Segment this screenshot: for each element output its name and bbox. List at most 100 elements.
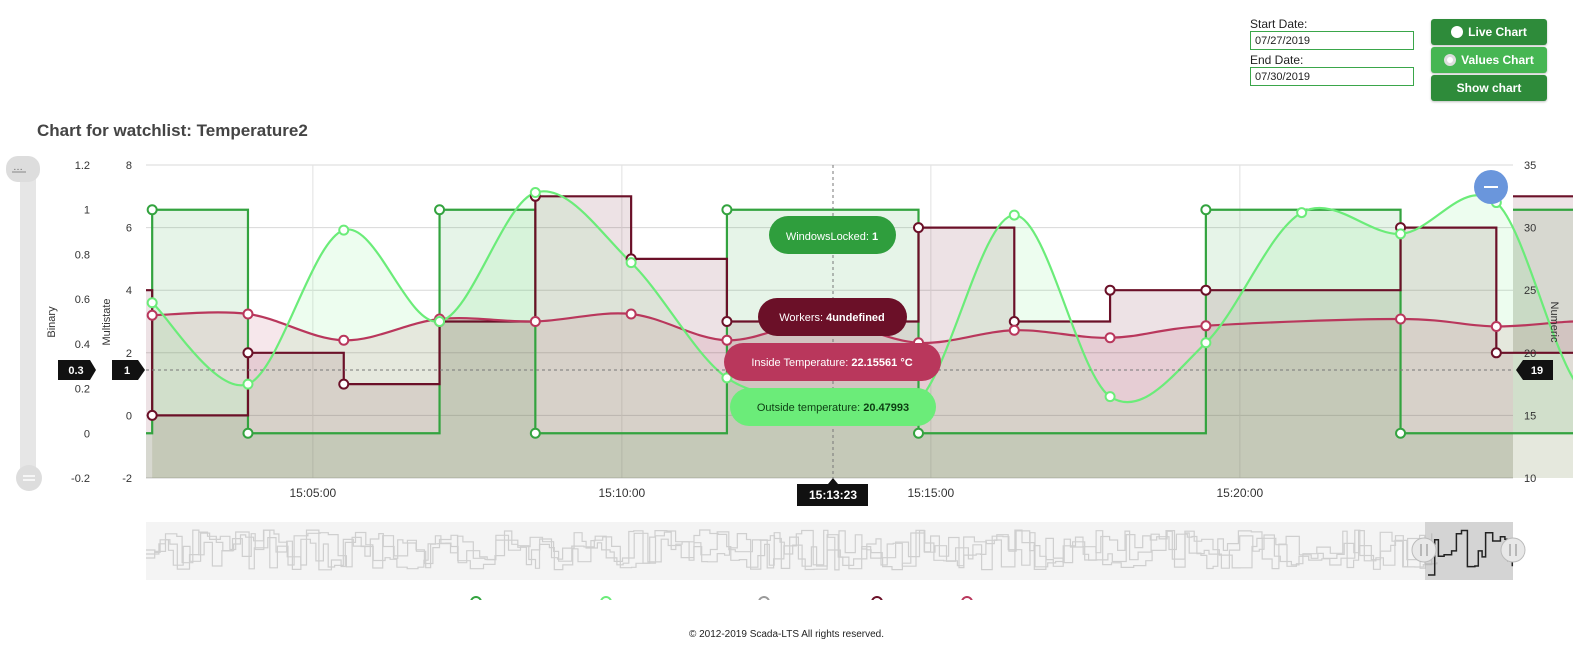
navigator-selection[interactable] [1425,522,1513,580]
legend-item[interactable]: Outside temperature [596,596,732,600]
legend-marker-icon [600,596,612,600]
legend-item[interactable]: Inside Temperature [957,596,1086,600]
live-chart-button[interactable]: Live Chart [1431,19,1547,45]
binary-axis-title: Binary [46,306,58,338]
zoom-slider-track[interactable] [20,160,36,480]
navigator-handle-right[interactable] [1500,537,1526,563]
cursor-multistate-badge: 1 [112,360,145,380]
data-point[interactable] [1490,347,1502,359]
svg-text:Outside temperature: 20.47993: Outside temperature: 20.47993 [757,402,909,414]
data-point[interactable] [1296,207,1308,219]
data-point[interactable] [721,316,733,327]
data-point[interactable] [146,204,158,216]
numeric-tick-label: 10 [1524,473,1536,485]
data-point[interactable] [529,427,541,439]
data-point[interactable] [913,222,924,234]
data-point[interactable] [1008,316,1020,327]
series-line [152,311,1573,344]
multistate-tick-label: 6 [126,223,132,235]
series-area [146,196,1573,478]
data-point[interactable] [1104,391,1116,403]
data-point[interactable] [1200,204,1212,216]
data-point[interactable] [146,309,158,321]
footer: © 2012-2019 Scada-LTS All rights reserve… [688,629,885,640]
navigator-series [146,529,1433,571]
svg-text:0.3: 0.3 [68,365,83,377]
data-point[interactable] [242,427,254,439]
data-point[interactable] [721,372,733,384]
data-point[interactable] [529,316,541,327]
data-point[interactable] [434,204,446,216]
multistate-tick-label: 0 [126,410,132,422]
show-chart-label: Show chart [1456,81,1522,95]
handle-grip-icon: … [13,162,23,173]
data-point[interactable] [913,427,924,439]
end-date-label: End Date: [1250,53,1304,67]
legend-marker-icon [961,596,973,600]
svg-text:1: 1 [124,365,130,377]
legend-item[interactable]: Workers [867,596,937,600]
navigator-selected-series [1428,529,1514,576]
x-tick-label: 15:20:00 [1217,486,1264,500]
data-point[interactable] [242,378,254,390]
show-chart-button[interactable]: Show chart [1431,75,1547,101]
values-chart-button[interactable]: Values Chart [1431,47,1547,73]
chart: … 86420-21.210.80.60.40.20-0.23530252015… [6,156,1573,600]
data-point[interactable] [1104,332,1116,344]
radio-selected-icon [1444,54,1457,66]
series-area [152,191,1573,478]
date-range: Start Date: End Date: [1250,17,1415,89]
binary-tick-label: 0.8 [75,249,90,261]
data-point[interactable] [242,308,254,320]
values-chart-label: Values Chart [1461,53,1534,67]
numeric-tick-label: 20 [1524,348,1536,360]
data-point[interactable] [529,187,541,199]
binary-tick-label: 0.6 [75,294,90,306]
data-point[interactable] [242,347,254,359]
zoom-handle-bottom[interactable] [16,465,42,491]
data-point[interactable] [1395,427,1407,439]
navigator-handle-left[interactable] [1411,537,1437,563]
x-tick-label: 15:10:00 [599,486,646,500]
data-point[interactable] [338,224,350,236]
binary-tick-label: -0.2 [71,473,90,485]
data-point[interactable] [625,257,637,269]
navigator-series [146,529,1426,571]
data-point[interactable] [146,297,158,309]
multistate-tick-label: 2 [126,348,132,360]
data-point[interactable] [1395,313,1407,325]
numeric-tick-label: 15 [1524,410,1536,422]
live-chart-label: Live Chart [1468,25,1527,39]
zoom-handle-top[interactable] [6,156,40,182]
legend-item[interactable]: DoorsLocked [754,596,851,600]
data-point[interactable] [1395,228,1407,240]
data-point[interactable] [1200,320,1212,332]
data-point[interactable] [721,334,733,346]
end-date-input[interactable] [1250,67,1414,86]
multistate-tick-label: -2 [122,473,132,485]
data-point[interactable] [1490,321,1502,333]
data-point[interactable] [434,316,446,327]
data-point[interactable] [338,378,350,390]
data-point[interactable] [721,204,733,216]
data-point[interactable] [1200,337,1212,349]
data-point[interactable] [1008,324,1020,336]
data-point[interactable] [1200,284,1212,296]
start-date-input[interactable] [1250,31,1414,50]
x-tick-label: 15:05:00 [290,486,337,500]
svg-text:15:13:23: 15:13:23 [809,488,857,502]
legend: WindowsLocked Outside temperature DoorsLoc… [466,596,1086,600]
numeric-tick-label: 25 [1524,285,1536,297]
data-point[interactable] [338,334,350,346]
data-point[interactable] [146,409,158,421]
legend-marker-icon [470,596,482,600]
tooltip-windows: WindowsLocked: 1 [769,216,896,254]
data-point[interactable] [1104,284,1116,296]
zoom-out-button[interactable] [1474,170,1508,204]
data-point[interactable] [1008,209,1020,221]
page-title: Chart for watchlist: Temperature2 [37,121,308,140]
navigator[interactable] [146,522,1526,580]
data-point[interactable] [625,308,637,320]
legend-item[interactable]: WindowsLocked [466,596,579,600]
svg-text:WindowsLocked: 1: WindowsLocked: 1 [786,231,878,243]
